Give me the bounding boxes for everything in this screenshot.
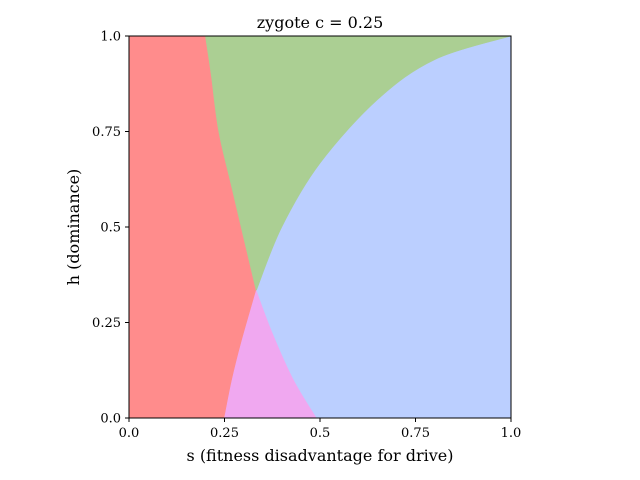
y-tick-label: 1.0 — [100, 30, 121, 45]
region-pink — [224, 289, 317, 419]
y-axis-label: h (dominance) — [64, 169, 83, 286]
x-axis-ticks: 0.0 0.25 0.5 0.75 1.0 — [119, 418, 522, 441]
x-tick-label: 0.25 — [210, 426, 239, 441]
chart-title: zygote c = 0.25 — [257, 13, 384, 32]
y-tick-label: 0.75 — [92, 125, 121, 140]
x-axis-label: s (fitness disadvantage for drive) — [187, 446, 454, 465]
plot-regions — [128, 35, 512, 419]
x-tick-label: 0.75 — [401, 426, 430, 441]
x-tick-label: 0.0 — [119, 426, 140, 441]
region-green — [205, 35, 512, 292]
y-tick-label: 0.0 — [100, 412, 121, 427]
y-axis-ticks: 0.0 0.25 0.5 0.75 1.0 — [92, 30, 129, 427]
y-tick-label: 0.5 — [100, 221, 121, 236]
x-tick-label: 1.0 — [501, 426, 522, 441]
x-tick-label: 0.5 — [310, 426, 331, 441]
y-tick-label: 0.25 — [92, 316, 121, 331]
